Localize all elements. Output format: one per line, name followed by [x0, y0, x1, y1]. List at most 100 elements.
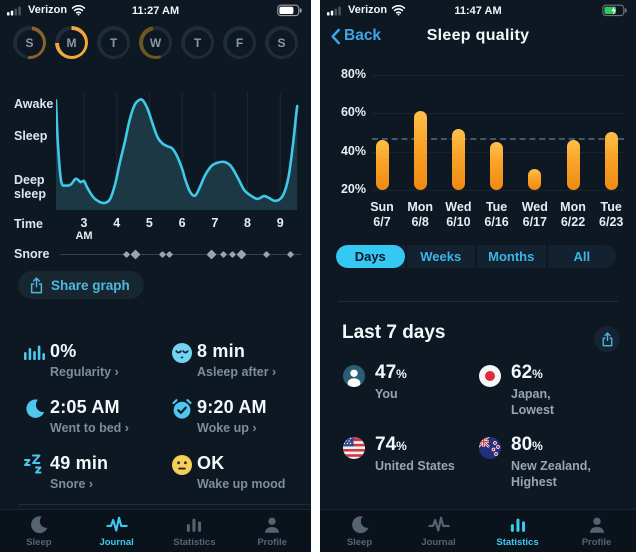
quality-bar-wed-6-17 [528, 168, 542, 190]
tab-profile[interactable]: Profile [233, 510, 311, 552]
segment-all[interactable]: All [545, 245, 617, 268]
page-title: Sleep quality [426, 27, 530, 44]
stat-went-to-bed[interactable]: 2:05 AM Went to bed › [20, 397, 129, 435]
comparison-unit: % [532, 439, 543, 453]
status-time: 11:27 AM [131, 5, 180, 17]
segment-weeks[interactable]: Weeks [404, 245, 476, 268]
yaxis-tick-20: 20% [340, 182, 366, 196]
stat-value: 9:20 AM [197, 397, 267, 417]
tab-sleep[interactable]: Sleep [320, 510, 399, 552]
nz-flag-icon [479, 437, 501, 459]
share-button[interactable] [594, 326, 620, 352]
stat-label: Asleep after › [197, 365, 277, 379]
bar-category-label: Sun 6/7 [370, 200, 394, 229]
back-button[interactable]: Back [330, 27, 381, 45]
tab-profile[interactable]: Profile [557, 510, 636, 552]
bar-category-label: Mon 6/8 [407, 200, 434, 229]
share-graph-label: Share graph [51, 277, 130, 293]
tab-journal[interactable]: Journal [399, 510, 478, 552]
tab-label: Profile [581, 537, 612, 548]
yaxis-label-awake: Awake [14, 97, 54, 111]
stat-woke-up[interactable]: 9:20 AM Woke up › [167, 397, 267, 435]
bar-chart-icon [187, 518, 202, 532]
snore-event-marker [236, 249, 247, 259]
segment-days[interactable]: Days [336, 245, 405, 268]
moon-icon [31, 516, 48, 534]
bar-category-label: Wed 6/17 [521, 200, 548, 229]
comparison-unit: % [396, 439, 407, 453]
screenshot-gap-divider [311, 0, 320, 552]
stat-wake-up-mood[interactable]: OK Wake up mood [167, 453, 285, 491]
day-letter: T [100, 29, 127, 56]
tab-label: Statistics [496, 537, 539, 548]
right-phone-statistics-screen: Verizon 11:47 AM Back Sleep quality 80% 6… [320, 0, 636, 552]
stat-regularity[interactable]: 0% Regularity › [20, 341, 119, 379]
tab-label: Journal [99, 537, 134, 548]
wifi-icon [391, 4, 406, 16]
pulse-icon [105, 516, 128, 532]
sleep-quality-bar-chart: 80% 60% 40% 20% Sun 6/7 Mon 6/8 Wed 6/10 Tue 6/16 We… [320, 0, 636, 235]
day-ring-w[interactable]: W [139, 26, 172, 59]
tab-journal[interactable]: Journal [78, 510, 156, 552]
tab-bar: Sleep Journal Statistics Profile [0, 509, 311, 552]
tab-label: Sleep [346, 537, 373, 548]
quality-bar-sun-6-7 [375, 140, 389, 190]
stat-label: Regularity › [50, 365, 119, 379]
stat-asleep-after[interactable]: 8 min Asleep after › [167, 341, 276, 379]
comparison-united-states: 74% United States [342, 434, 455, 474]
tab-label: Journal [421, 537, 456, 548]
stat-snore[interactable]: 49 min Snore › [20, 453, 108, 491]
section-divider [338, 301, 618, 302]
status-bar: Verizon 11:27 AM [0, 0, 311, 22]
back-label: Back [344, 27, 382, 44]
stat-value: OK [197, 453, 225, 473]
moon-icon [26, 399, 45, 418]
snore-event-marker [287, 250, 295, 258]
snore-event-marker [123, 250, 131, 258]
day-ring-t[interactable]: T [181, 26, 214, 59]
day-letter: M [58, 29, 85, 56]
yaxis-tick-60: 60% [340, 105, 366, 120]
segment-months[interactable]: Months [475, 245, 546, 268]
share-icon [602, 331, 612, 346]
stat-value: 8 min [197, 341, 246, 361]
tab-sleep[interactable]: Sleep [0, 510, 78, 552]
stat-label: Wake up mood [197, 477, 286, 491]
tab-label: Profile [257, 537, 287, 548]
average-dashed-line [372, 138, 624, 141]
snore-event-marker [158, 250, 166, 258]
day-letter: W [142, 29, 169, 56]
moon-icon [351, 516, 368, 534]
time-tick-4: 4 [113, 216, 121, 230]
comparison-value: 74 [375, 434, 397, 455]
stat-value: 0% [50, 341, 77, 361]
day-letter: S [16, 29, 43, 56]
regularity-bars-icon [24, 345, 45, 360]
yaxis-label-sleep: Sleep [14, 129, 48, 143]
time-tick-6: 6 [178, 216, 186, 230]
time-tick-9: 9 [276, 216, 284, 230]
day-ring-s[interactable]: S [13, 26, 46, 59]
day-letter: F [226, 29, 253, 56]
status-time: 11:47 AM [454, 5, 502, 17]
stat-label: Woke up › [197, 421, 257, 435]
tab-statistics[interactable]: Statistics [156, 510, 234, 552]
bar-chart-icon [510, 518, 525, 532]
day-ring-s[interactable]: S [265, 26, 298, 59]
snore-event-marker [262, 250, 270, 258]
bar-category-label: Mon 6/22 [560, 200, 586, 229]
day-ring-m[interactable]: M [55, 26, 88, 59]
yaxis-tick-80: 80% [340, 66, 366, 81]
share-graph-button[interactable]: Share graph [18, 271, 144, 299]
day-ring-t[interactable]: T [97, 26, 130, 59]
time-tick-3: 3 AM [75, 216, 93, 242]
tab-bar: Sleep Journal Statistics Profile [320, 509, 636, 552]
day-ring-f[interactable]: F [223, 26, 256, 59]
comparison-value: 47 [375, 362, 397, 383]
quality-bar-tue-6-16 [490, 142, 504, 190]
tab-statistics[interactable]: Statistics [478, 510, 557, 552]
tab-label: Sleep [26, 537, 52, 548]
comparison-japan: 62% Japan, Lowest [478, 362, 554, 418]
